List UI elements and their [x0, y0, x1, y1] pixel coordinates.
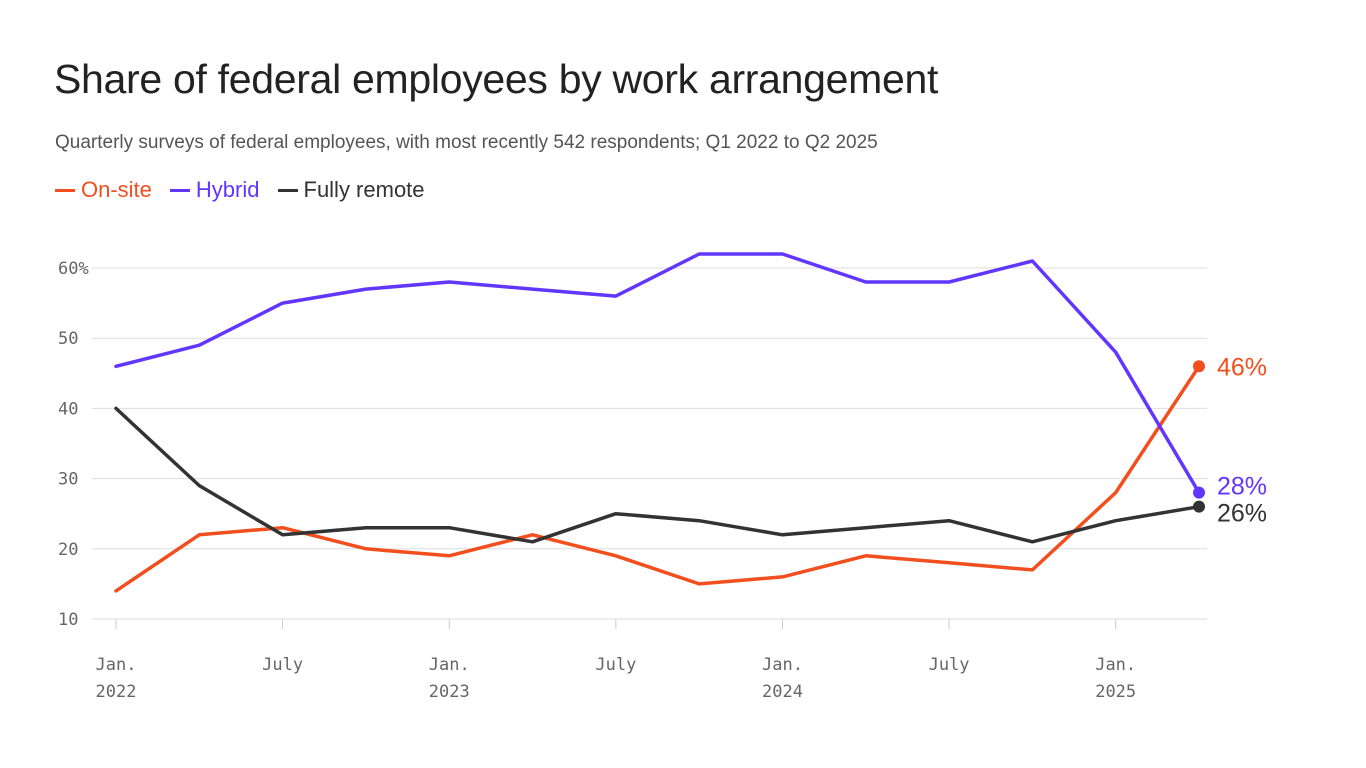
x-tick-year-2022-01: 2022 — [96, 682, 137, 702]
series-endpoints: 46% 28%26% — [1193, 353, 1267, 528]
x-tick-label-2024-01: Jan. — [762, 655, 803, 675]
legend-swatch-fully-remote — [277, 188, 298, 192]
x-tick-label-2024-07: July — [929, 655, 970, 675]
legend-label-fully-remote: Fully remote — [303, 177, 425, 202]
legend-item-fully-remote: Fully remote — [277, 177, 425, 203]
y-tick-label-20: 20 — [58, 540, 78, 560]
x-tick-label-2022-01: Jan. — [96, 655, 137, 675]
x-tick-year-2024-01: 2024 — [762, 682, 803, 702]
legend-label-on-site: On-site — [81, 177, 152, 202]
series-line-fully-remote — [114, 406, 1201, 544]
legend-swatch-on-site — [55, 188, 75, 192]
end-label-fully-remote: 26% — [1217, 500, 1267, 528]
gridlines — [92, 267, 1207, 620]
x-tick-label-2025-01: Jan. — [1095, 655, 1136, 675]
endpoint-dot-hybrid — [1193, 486, 1205, 499]
chart-legend: On-site Hybrid Fully remote — [55, 177, 425, 203]
end-label-on-site: 46% — [1217, 353, 1267, 381]
y-tick-label-30: 30 — [58, 470, 78, 490]
legend-item-hybrid: Hybrid — [169, 177, 260, 203]
x-tick-label-2022-07: July — [262, 655, 303, 675]
x-tick-label-2023-07: July — [595, 655, 636, 675]
end-label-hybrid: 28% — [1217, 473, 1267, 501]
series-line-hybrid — [114, 252, 1201, 495]
legend-label-hybrid: Hybrid — [195, 177, 260, 202]
y-tick-label-40: 40 — [58, 399, 78, 419]
x-axis-ticks: Jan. 2022 July Jan. 2023 July Jan. 2024 July Jan.… — [96, 619, 1136, 702]
chart-subtitle: Quarterly surveys of federal employees, … — [55, 132, 878, 153]
series-line-on-site — [114, 364, 1201, 593]
y-axis-ticks: 60% 50 40 30 20 10 — [58, 259, 89, 630]
endpoint-dot-fully-remote — [1193, 500, 1205, 513]
x-tick-year-2023-01: 2023 — [429, 682, 470, 702]
y-tick-label-10: 10 — [58, 610, 78, 630]
legend-item-on-site: On-site — [55, 177, 152, 203]
y-tick-label-50: 50 — [58, 329, 78, 349]
endpoint-dot-on-site — [1193, 360, 1205, 373]
legend-swatch-hybrid — [169, 188, 190, 192]
x-tick-year-2025-01: 2025 — [1095, 682, 1136, 702]
y-tick-label-60: 60% — [58, 259, 89, 279]
series-lines — [114, 252, 1201, 593]
x-tick-label-2023-01: Jan. — [429, 655, 470, 675]
chart-title: Share of federal employees by work arran… — [54, 56, 939, 102]
